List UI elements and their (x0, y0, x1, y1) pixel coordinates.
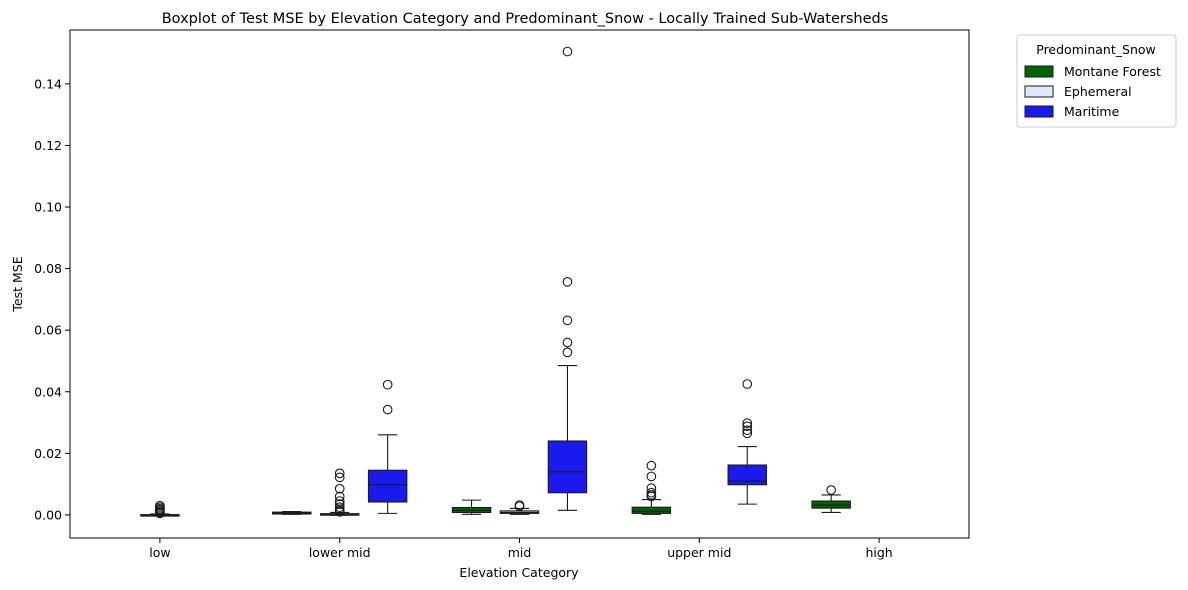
box-maritime-upper-mid (727, 379, 767, 505)
legend-label: Maritime (1064, 104, 1120, 119)
x-axis: low lower mid mid upper mid high (149, 538, 893, 560)
box-montane-forest-high (811, 485, 851, 513)
outlier-point (334, 483, 345, 494)
outlier-point (334, 468, 345, 479)
y-tick-label: 0.06 (34, 323, 62, 338)
outlier-point (646, 487, 657, 498)
outlier-point (334, 491, 345, 502)
outlier-point (334, 499, 345, 509)
legend-frame (1016, 34, 1177, 128)
outlier-point (382, 379, 393, 390)
outlier-point (334, 502, 345, 513)
outlier-point (562, 337, 573, 348)
outlier-point (562, 276, 573, 287)
y-axis: 0.00 0.02 0.04 0.06 0.08 0.10 0.12 0.14 (34, 76, 70, 522)
box-maritime-mid (547, 46, 588, 511)
x-axis-label: Elevation Category (459, 565, 579, 580)
outlier-point (646, 460, 657, 471)
plot-frame (69, 29, 970, 539)
box-iqr (727, 464, 767, 486)
outlier-point (826, 485, 837, 495)
box-ephemeral-lower-mid (319, 468, 360, 517)
plot-area (69, 29, 970, 539)
x-tick-label: high (865, 545, 892, 560)
outlier-point (562, 315, 573, 326)
y-axis-label: Test MSE (10, 256, 25, 312)
outlier-point (742, 421, 753, 432)
box-maritime-lower-mid (367, 379, 408, 514)
legend-title: Predominant_Snow (1036, 42, 1156, 57)
legend-swatch (1024, 85, 1054, 98)
outlier-point (742, 379, 753, 389)
outlier-point (514, 500, 525, 510)
outlier-point (742, 418, 753, 429)
box-ephemeral-low (140, 500, 180, 519)
outlier-point (562, 46, 573, 57)
y-tick-label: 0.14 (34, 76, 62, 91)
y-tick-label: 0.04 (34, 384, 62, 399)
outlier-point (382, 404, 393, 415)
box-iqr (367, 469, 408, 503)
x-tick-label: upper mid (667, 545, 731, 560)
outlier-point (334, 472, 345, 483)
chart-title: Boxplot of Test MSE by Elevation Categor… (162, 11, 889, 27)
outlier-point (562, 347, 573, 358)
legend-swatch (1024, 65, 1054, 78)
y-tick-label: 0.12 (34, 138, 62, 153)
outlier-point (155, 500, 165, 511)
boxes-layer (140, 46, 851, 519)
outlier-point (646, 471, 657, 482)
legend: Predominant_Snow Montane Forest Ephemeral… (1016, 34, 1177, 128)
outlier-point (646, 483, 657, 493)
outlier-point (742, 425, 753, 436)
y-tick-label: 0.08 (34, 261, 62, 276)
y-tick-label: 0.00 (34, 507, 62, 522)
box-montane-forest-mid (451, 499, 492, 515)
outlier-point (742, 428, 753, 439)
x-tick-label: mid (508, 545, 532, 560)
legend-label: Ephemeral (1064, 84, 1132, 99)
box-iqr (547, 440, 588, 494)
box-iqr (631, 506, 672, 514)
x-tick-label: lower mid (309, 545, 371, 560)
box-ephemeral-mid (499, 500, 540, 515)
x-tick-label: low (149, 545, 170, 560)
y-tick-label: 0.10 (34, 200, 62, 215)
legend-label: Montane Forest (1064, 64, 1161, 79)
y-tick-label: 0.02 (34, 446, 62, 461)
legend-swatch (1024, 105, 1054, 118)
box-montane-forest-lower-mid (272, 510, 312, 515)
outlier-point (334, 496, 345, 506)
box-montane-forest-upper-mid (631, 460, 672, 515)
